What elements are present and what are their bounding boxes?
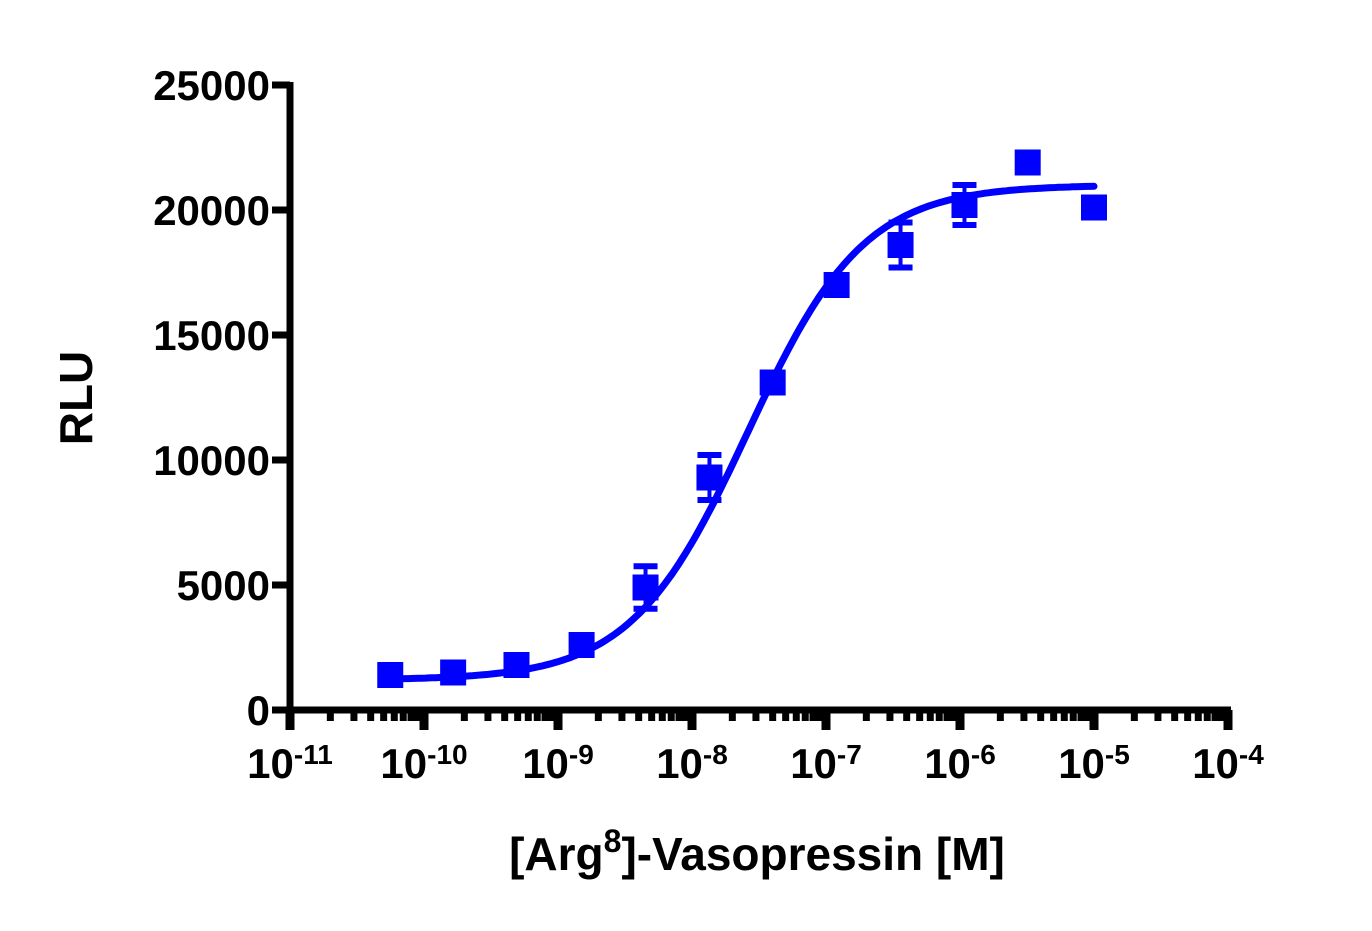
data-point <box>823 272 850 298</box>
x-tick-base: 10 <box>790 740 837 787</box>
x-tick-label: 10-8 <box>656 739 728 787</box>
y-tick-label: 15000 <box>153 312 270 359</box>
y-tick-label: 20000 <box>153 187 270 234</box>
x-tick-label: 10-11 <box>247 739 333 787</box>
x-tick-label: 10-9 <box>522 739 594 787</box>
x-tick-exponent: -11 <box>294 739 333 770</box>
fit-curve <box>386 182 1098 683</box>
data-point <box>503 652 530 678</box>
x-tick-base: 10 <box>247 740 294 787</box>
data-point <box>568 632 595 658</box>
axes <box>272 81 1233 730</box>
x-axis-title-sup: 8 <box>604 823 622 859</box>
data-point <box>759 369 786 396</box>
x-tick-exponent: -9 <box>569 739 594 770</box>
x-axis-title-prefix: [Arg <box>509 828 604 880</box>
x-tick-exponent: -7 <box>837 739 862 770</box>
x-tick-exponent: -6 <box>971 739 996 770</box>
x-tick-base: 10 <box>1058 740 1105 787</box>
x-tick-exponent: -5 <box>1105 739 1130 770</box>
x-tick-exponent: -4 <box>1239 739 1264 770</box>
data-point <box>632 574 659 601</box>
data-point <box>951 192 978 218</box>
y-tick-label: 25000 <box>153 62 270 109</box>
x-tick-label: 10-5 <box>1058 739 1130 787</box>
x-tick-base: 10 <box>380 740 427 787</box>
x-tick-base: 10 <box>1192 740 1239 787</box>
data-point <box>377 662 404 688</box>
x-tick-exponent: -8 <box>703 739 728 770</box>
x-tick-label: 10-7 <box>790 739 862 787</box>
x-axis-title-suffix: ]-Vasopressin [M] <box>621 828 1004 880</box>
data-point <box>1014 149 1041 176</box>
x-tick-base: 10 <box>924 740 971 787</box>
y-tick-label: 5000 <box>177 562 270 609</box>
fit-curve-group <box>386 182 1098 683</box>
data-point <box>440 659 467 686</box>
y-tick-label: 10000 <box>153 437 270 484</box>
x-tick-label: 10-6 <box>924 739 996 787</box>
x-tick-label: 10-4 <box>1192 739 1264 787</box>
data-point <box>1081 194 1107 221</box>
x-tick-labels: 10-11 10-10 10-9 10-8 10-7 10-6 10-5 10-4 <box>247 739 1264 787</box>
y-axis-title: RLU <box>50 351 102 446</box>
data-point <box>696 464 723 491</box>
x-tick-label: 10-10 <box>380 739 467 787</box>
x-axis-title: [Arg8]-Vasopressin [M] <box>509 823 1005 880</box>
data-points <box>377 149 1107 688</box>
x-tick-base: 10 <box>522 740 569 787</box>
x-tick-exponent: -10 <box>427 739 467 770</box>
y-tick-label: 0 <box>247 687 270 734</box>
data-point <box>887 232 914 258</box>
x-tick-base: 10 <box>656 740 703 787</box>
y-tick-labels: 0 5000 10000 15000 20000 25000 <box>153 62 270 734</box>
